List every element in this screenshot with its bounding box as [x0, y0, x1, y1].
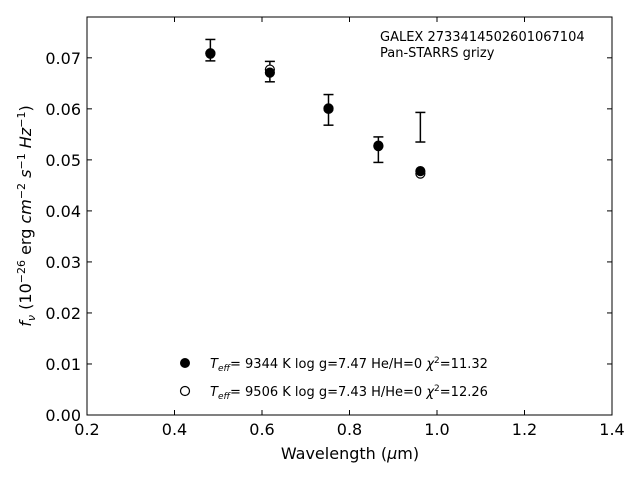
- y-tick-label: 0.07: [45, 49, 81, 68]
- ticks: 0.2 0.4 0.6 0.8 1.0 1.2 1.4 0.00 0.01 0.02 0.03 0.0…: [45, 17, 625, 439]
- legend-marker-filled: [180, 358, 190, 368]
- x-axis-title: Wavelength (μm): [281, 444, 419, 463]
- axes: [86, 16, 613, 416]
- x-tick-label: 1.4: [599, 420, 624, 439]
- plot-frame: [86, 16, 613, 416]
- y-tick-label: 0.03: [45, 253, 81, 272]
- x-tick-label: 0.4: [162, 420, 187, 439]
- y-tick-label: 0.00: [45, 406, 81, 425]
- x-tick-label: 0.6: [249, 420, 274, 439]
- annotation-survey: Pan-STARRS grizy: [380, 46, 495, 61]
- y-axis-title: fν (10−26 erg cm−2 s−1 Hz−1): [15, 105, 38, 326]
- y-tick-label: 0.01: [45, 355, 81, 374]
- legend-entry-2: Teff= 9506 K log g=7.43 H/He=0 χ2=12.26: [210, 384, 488, 402]
- model-point-filled: [205, 48, 216, 59]
- x-tick-label: 1.2: [512, 420, 537, 439]
- model-point-filled: [264, 67, 275, 78]
- x-tick-label: 0.2: [74, 420, 99, 439]
- annotation-object-id: GALEX 2733414502601067104: [380, 30, 585, 45]
- model-point-filled: [373, 140, 384, 151]
- data-markers: [205, 48, 426, 179]
- x-tick-label: 0.8: [337, 420, 362, 439]
- model-point-filled: [323, 103, 334, 114]
- legend: Teff= 9344 K log g=7.47 He/H=0 χ2=11.32 …: [179, 356, 488, 402]
- x-tick-label: 1.0: [424, 420, 449, 439]
- legend-entry-1: Teff= 9344 K log g=7.47 He/H=0 χ2=11.32: [210, 356, 488, 374]
- y-tick-label: 0.02: [45, 304, 81, 323]
- y-tick-label: 0.06: [45, 100, 81, 119]
- model-point-filled: [415, 165, 426, 177]
- y-tick-label: 0.04: [45, 202, 81, 221]
- y-tick-label: 0.05: [45, 151, 81, 170]
- legend-marker-open: [179, 385, 191, 397]
